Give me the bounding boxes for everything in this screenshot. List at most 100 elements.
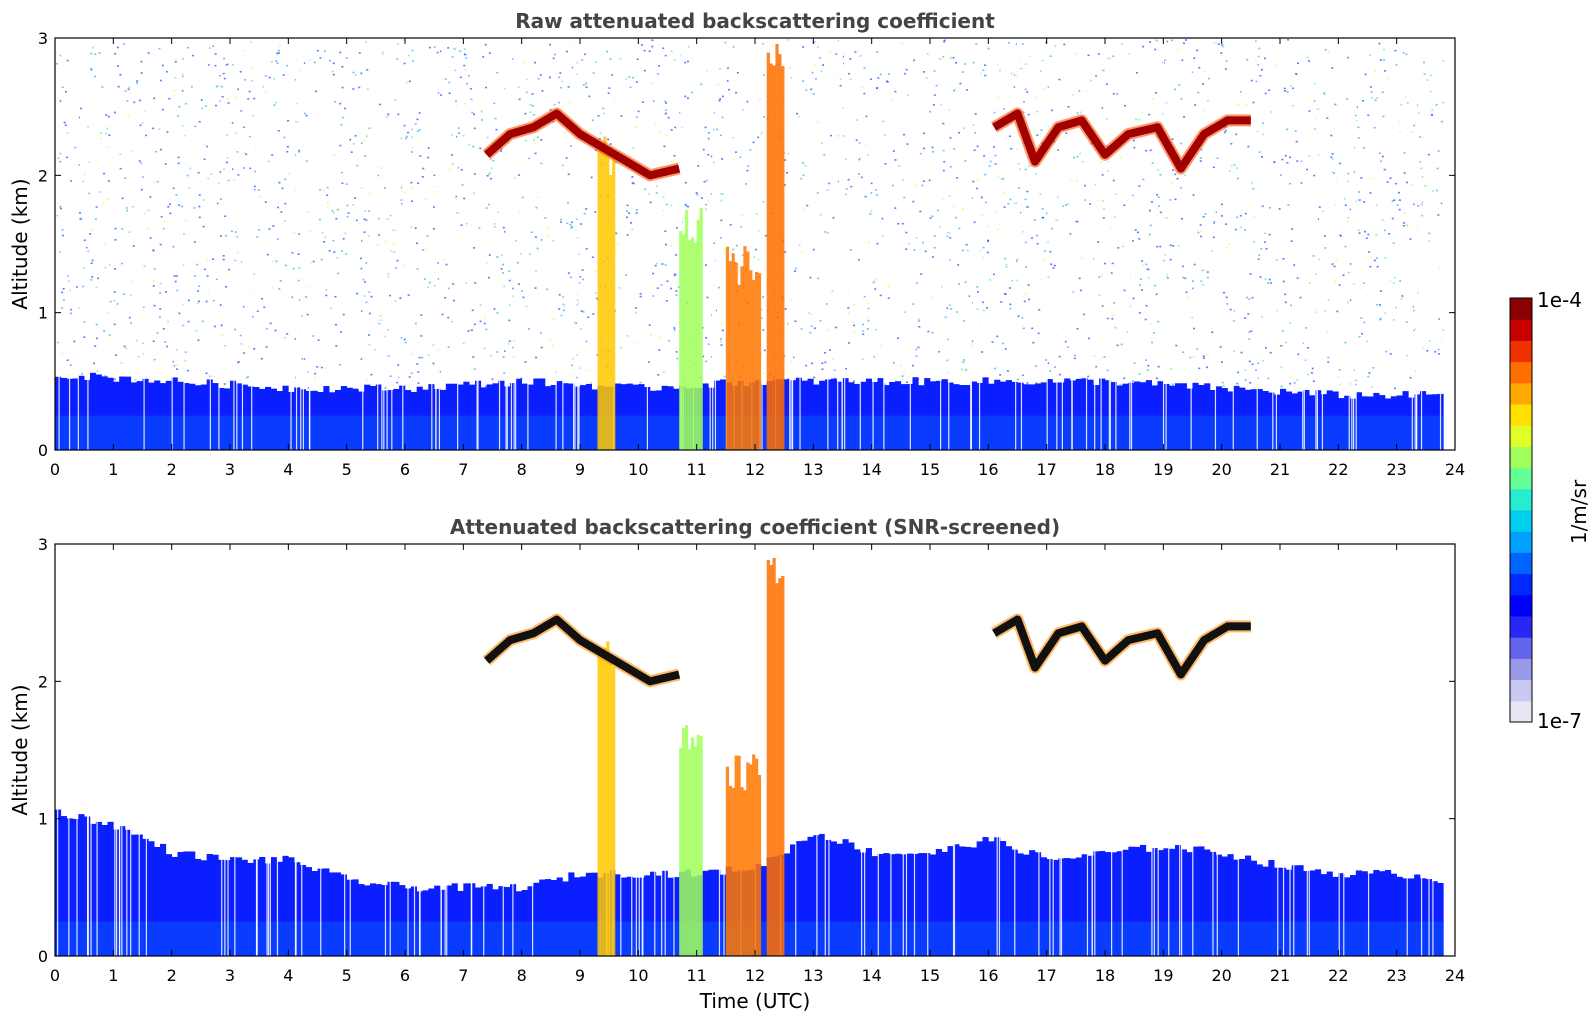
scr-bl-base [1221,921,1228,956]
raw-noise-dot [828,182,831,185]
raw-noise-dot [419,155,422,157]
raw-noise-dot [1372,366,1375,369]
raw-noise-dot [707,153,710,156]
raw-noise-dot [1035,173,1038,175]
raw-noise-dot [1206,271,1209,273]
scr-data-gap [635,544,637,956]
scr-bl-column [1437,882,1444,956]
raw-noise-dot [1371,97,1374,99]
raw-noise-dot [160,215,163,218]
raw-noise-dot [1383,48,1386,51]
raw-bl-base [1093,415,1100,450]
raw-noise-dot [222,168,225,171]
raw-noise-dot [562,309,565,312]
raw-noise-dot [1146,369,1149,371]
raw-noise-dot [1369,265,1372,268]
raw-bl-column [714,380,721,450]
raw-noise-dot [378,322,381,325]
raw-noise-dot [615,248,618,251]
raw-noise-dot [1027,113,1030,116]
raw-data-gap [1100,38,1102,450]
scr-bl-column [889,854,896,956]
raw-noise-dot [1052,267,1055,269]
raw-noise-dot [1050,227,1053,230]
scr-bl-base [865,921,872,956]
scr-data-gap [996,544,998,956]
raw-noise-dot [220,198,223,201]
raw-noise-dot [397,113,400,116]
raw-noise-dot [1286,91,1289,93]
raw-noise-dot [863,92,866,95]
raw-data-gap [435,38,437,450]
raw-noise-dot [421,249,424,251]
raw-noise-dot [184,220,187,222]
raw-noise-dot [313,377,316,379]
raw-noise-dot [73,340,76,343]
raw-noise-dot [523,61,526,64]
raw-noise-dot [534,61,537,64]
raw-data-gap [391,38,393,450]
raw-noise-dot [1409,376,1412,379]
raw-noise-dot [202,225,205,228]
raw-noise-dot [1049,250,1052,253]
raw-noise-dot [485,207,488,209]
raw-noise-dot [159,292,162,294]
raw-noise-dot [563,131,566,134]
raw-noise-dot [326,186,329,189]
raw-noise-dot [716,128,719,131]
raw-data-gap [386,38,388,450]
raw-noise-dot [881,217,884,220]
raw-noise-dot [852,304,855,306]
scr-bl-base [247,921,254,956]
raw-noise-dot [591,119,594,122]
raw-noise-dot [312,335,315,337]
raw-data-gap [1321,38,1324,450]
raw-noise-dot [1406,181,1409,184]
scr-bl-column [247,862,254,956]
raw-noise-dot [59,100,62,103]
raw-noise-dot [1026,206,1029,208]
scr-precip-strip [685,725,689,956]
raw-noise-dot [854,51,857,53]
raw-noise-dot [1391,200,1394,202]
raw-noise-dot [813,40,816,43]
raw-noise-dot [307,387,310,389]
raw-noise-dot [757,230,760,232]
raw-noise-dot [1133,362,1136,365]
raw-noise-dot [1195,378,1198,381]
raw-noise-dot [370,373,373,376]
raw-noise-dot [955,62,958,64]
raw-noise-dot [287,120,290,122]
raw-noise-dot [198,205,201,208]
raw-noise-dot [365,301,368,304]
scr-bl-column [212,854,219,956]
scr-bl-base [830,921,837,956]
raw-noise-dot [1367,375,1370,378]
scr-bl-base [988,921,995,956]
raw-noise-dot [862,333,865,336]
raw-noise-dot [952,90,955,92]
colorbar-step [1510,573,1532,596]
raw-noise-dot [1264,278,1267,280]
raw-noise-dot [489,158,492,161]
raw-noise-dot [1326,117,1329,119]
raw-noise-dot [611,74,614,76]
scr-bl-column [801,840,808,956]
scr-precip-strip [746,762,750,956]
raw-noise-dot [193,241,196,243]
raw-noise-dot [526,78,529,81]
raw-noise-dot [276,52,279,55]
raw-noise-dot [630,222,633,224]
raw-noise-dot [368,127,371,130]
scr-bl-base [486,921,493,956]
raw-noise-dot [820,70,823,72]
raw-precip-strip [603,136,607,450]
raw-noise-dot [1064,204,1067,206]
raw-noise-dot [316,366,319,368]
colorbar-step [1510,488,1532,511]
raw-noise-dot [874,278,877,281]
colorbar-step [1510,700,1532,723]
raw-noise-dot [1138,373,1141,375]
raw-noise-dot [140,188,143,191]
raw-noise-dot [1386,181,1389,183]
